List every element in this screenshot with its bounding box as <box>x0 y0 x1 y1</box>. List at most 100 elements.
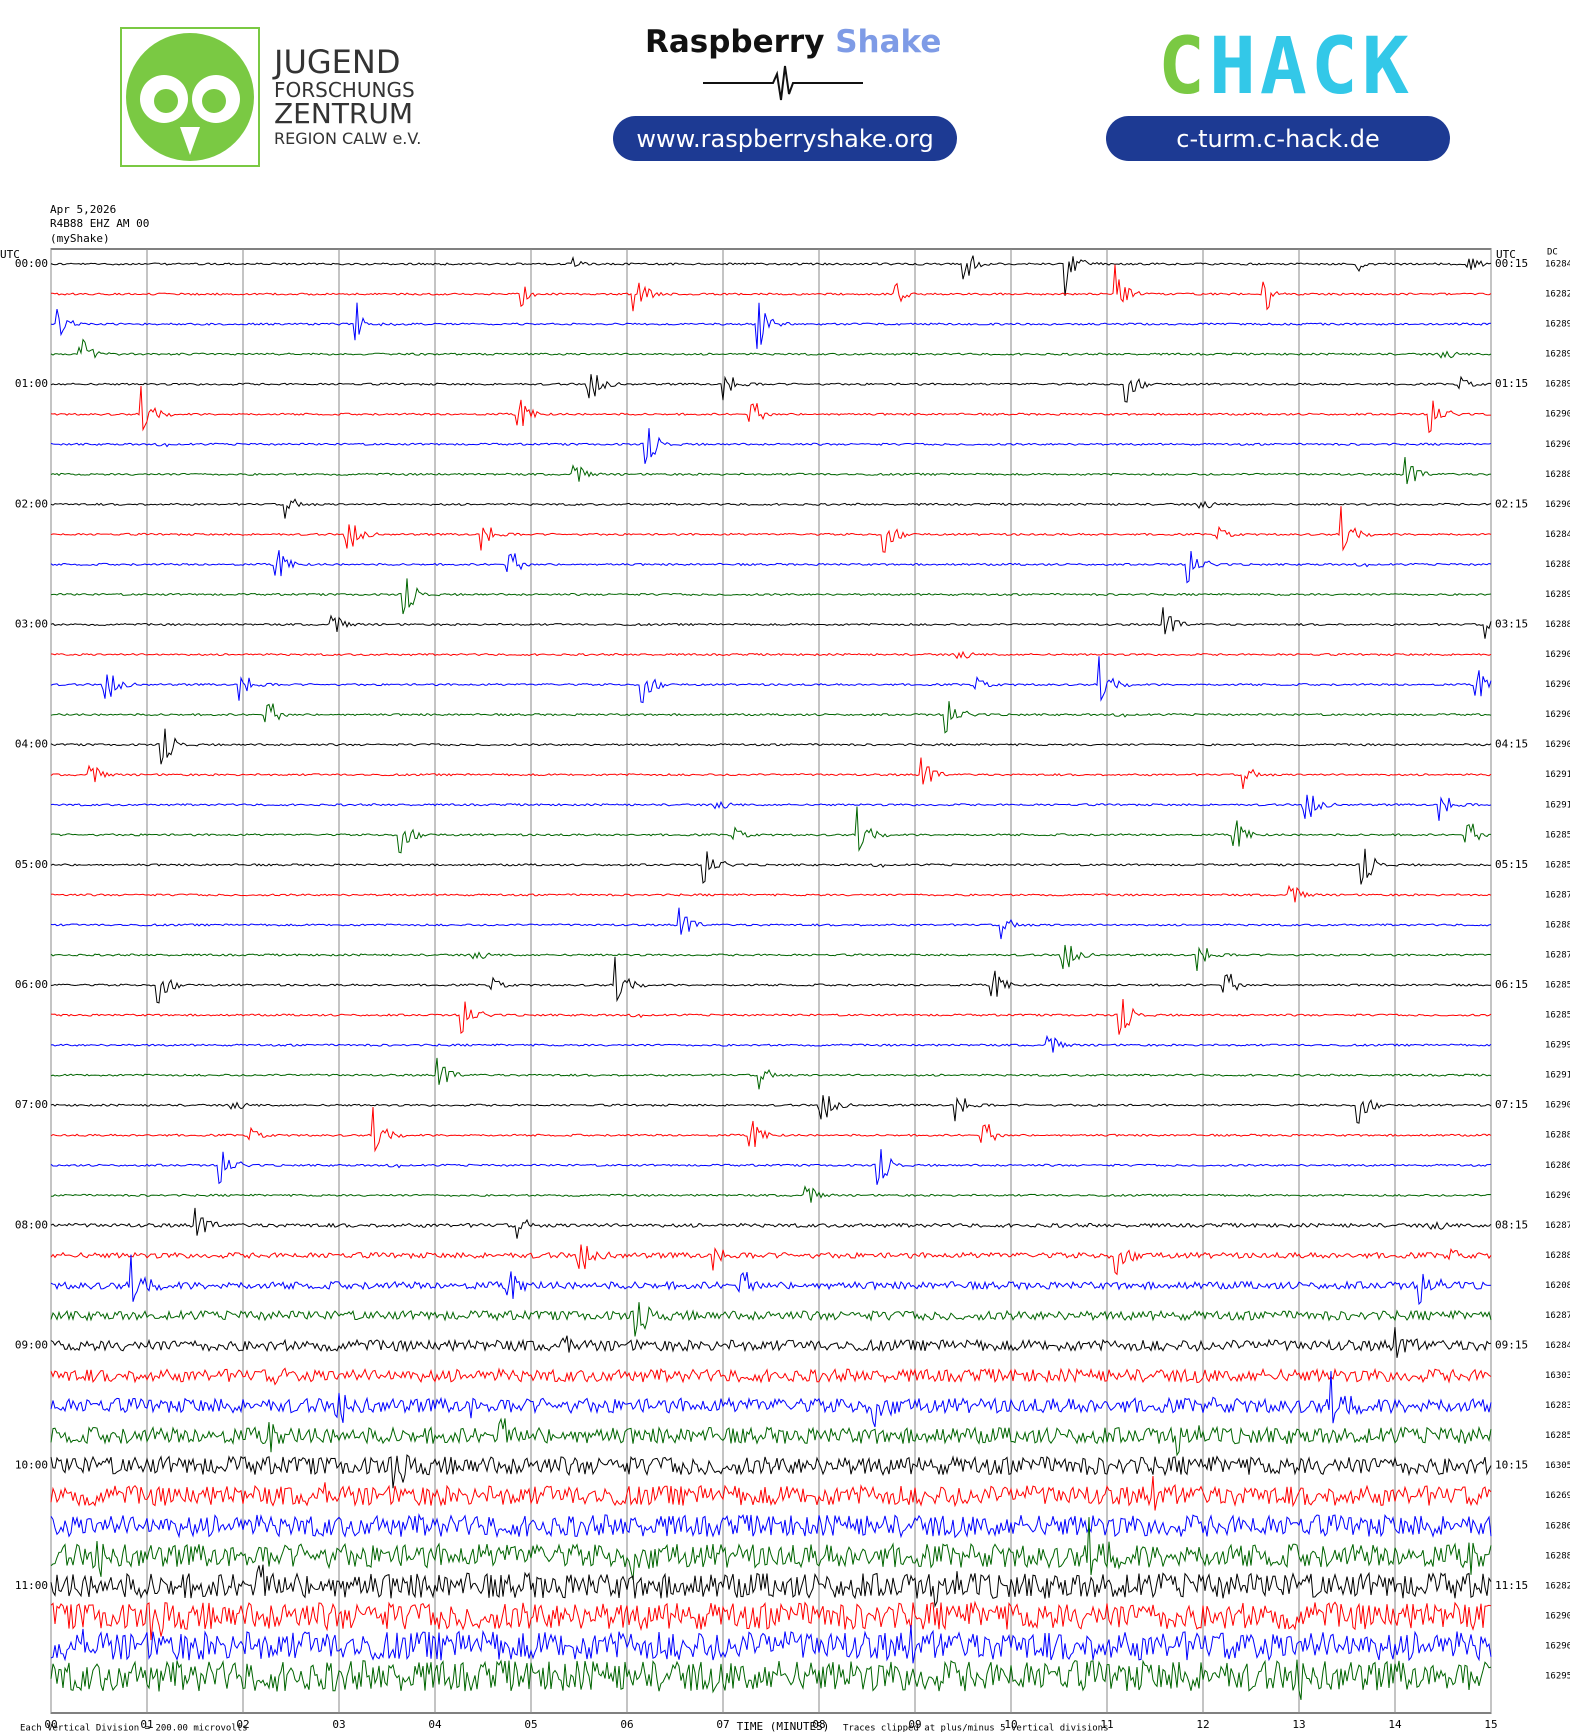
trace <box>50 385 1491 434</box>
dc-value: 16288 <box>1545 1131 1570 1141</box>
dc-value: 16286 <box>1545 1521 1570 1531</box>
trace <box>50 1517 1492 1580</box>
dc-value: 16290 <box>1545 500 1570 510</box>
trace <box>50 1367 1492 1386</box>
dc-value: 16290 <box>1545 710 1570 720</box>
dc-value: 16290 <box>1545 650 1570 660</box>
trace <box>50 1207 1492 1239</box>
hour-label: 11:00 <box>15 1579 48 1592</box>
x-tick-label: 11 <box>1100 1718 1113 1731</box>
dc-value: 16288 <box>1545 560 1570 570</box>
trace <box>50 656 1492 704</box>
utc-left: UTC <box>0 248 20 261</box>
utc-right: UTC <box>1496 248 1516 261</box>
dc-value: 16208 <box>1545 1281 1570 1291</box>
url-pill[interactable]: c-turm.c-hack.de <box>1106 116 1450 161</box>
dc-value: 16284 <box>1545 260 1570 270</box>
dc-value: 16288 <box>1545 1251 1570 1261</box>
dc-value: 16287 <box>1545 890 1570 900</box>
quarter-label: 05:15 <box>1495 858 1528 871</box>
trace <box>50 1600 1492 1641</box>
trace <box>50 728 1492 765</box>
quarter-label: 04:15 <box>1495 738 1528 751</box>
x-tick-label: 04 <box>428 1718 442 1731</box>
x-tick-label: 12 <box>1196 1718 1209 1731</box>
network: (myShake) <box>50 232 110 245</box>
station: R4B88 EHZ AM 00 <box>50 217 149 230</box>
trace <box>50 1034 1492 1053</box>
trace <box>50 1254 1492 1306</box>
dc-value: 16289 <box>1545 350 1570 360</box>
dc-value: 16285 <box>1545 1011 1570 1021</box>
quarter-label: 02:15 <box>1495 497 1528 510</box>
hour-label: 01:00 <box>15 377 48 390</box>
x-tick-label: 08 <box>812 1718 825 1731</box>
trace <box>50 1149 1492 1185</box>
plot-frame <box>50 248 1492 1714</box>
quarter-label: 07:15 <box>1495 1098 1528 1111</box>
clip-note: Traces clipped at plus/minus 5 vertical … <box>843 1724 1109 1732</box>
trace <box>50 701 1492 734</box>
x-tick-label: 06 <box>620 1718 633 1731</box>
trace <box>50 944 1492 972</box>
trace <box>50 302 1492 349</box>
trace <box>50 1371 1492 1428</box>
trace <box>50 956 1492 1004</box>
owl-logo <box>120 27 260 167</box>
trace <box>50 1095 1492 1124</box>
trace <box>50 1624 1492 1664</box>
logo-text: REGION CALW e.V. <box>274 129 422 148</box>
dc-value: 16285 <box>1545 830 1570 840</box>
brand-accent: Shake <box>835 24 942 60</box>
x-tick-label: 09 <box>908 1718 921 1731</box>
x-tick-label: 00 <box>44 1718 57 1731</box>
x-axis-label: TIME (MINUTES) <box>737 1720 830 1732</box>
trace <box>50 757 1492 789</box>
dc-value: 16285 <box>1545 1431 1570 1441</box>
dc-value: 16291 <box>1545 770 1570 780</box>
dc-value: 16287 <box>1545 1221 1570 1231</box>
dc-value: 16289 <box>1545 320 1570 330</box>
trace <box>50 550 1492 584</box>
dc-value: 16284 <box>1545 1341 1570 1351</box>
hour-label: 09:00 <box>15 1339 48 1352</box>
url-pill[interactable]: www.raspberryshake.org <box>613 116 957 161</box>
dc-value: 16290 <box>1545 1101 1570 1111</box>
dc-value: 16290 <box>1545 440 1570 450</box>
trace <box>50 1106 1492 1153</box>
quarter-label: 03:15 <box>1495 618 1528 631</box>
dc-value: 16288 <box>1545 920 1570 930</box>
dc-value: 16282 <box>1545 1581 1570 1591</box>
x-tick-label: 14 <box>1388 1718 1402 1731</box>
trace <box>50 884 1492 903</box>
dc-value: 16290 <box>1545 410 1570 420</box>
dc-value: 16288 <box>1545 470 1570 480</box>
trace <box>50 848 1492 885</box>
hour-label: 03:00 <box>15 618 48 631</box>
dc-value: 16286 <box>1545 1161 1570 1171</box>
quarter-label: 11:15 <box>1495 1579 1528 1592</box>
hour-label: 08:00 <box>15 1218 48 1231</box>
x-tick-label: 05 <box>524 1718 537 1731</box>
dc-value: 16290 <box>1545 1611 1570 1621</box>
trace <box>50 1302 1492 1337</box>
dc-value: 16287 <box>1545 1311 1570 1321</box>
dc-value: 16290 <box>1545 740 1570 750</box>
dc-value: 16283 <box>1545 1401 1570 1411</box>
x-tick-label: 03 <box>332 1718 345 1731</box>
dc-label: DC <box>1547 248 1558 258</box>
quarter-label: 06:15 <box>1495 978 1528 991</box>
trace <box>50 907 1492 940</box>
trace <box>50 1513 1492 1539</box>
x-tick-label: 02 <box>236 1718 249 1731</box>
dc-value: 16305 <box>1545 1461 1570 1471</box>
x-tick-label: 01 <box>140 1718 153 1731</box>
x-tick-label: 15 <box>1484 1718 1497 1731</box>
trace <box>50 650 1492 660</box>
trace <box>50 338 1492 359</box>
logo-text: FORSCHUNGS <box>274 78 415 102</box>
scale-note: Each Vertical Division = 200.00 microvol… <box>20 1724 248 1732</box>
quarter-label: 01:15 <box>1495 377 1528 390</box>
dc-value: 16296 <box>1545 1641 1570 1651</box>
